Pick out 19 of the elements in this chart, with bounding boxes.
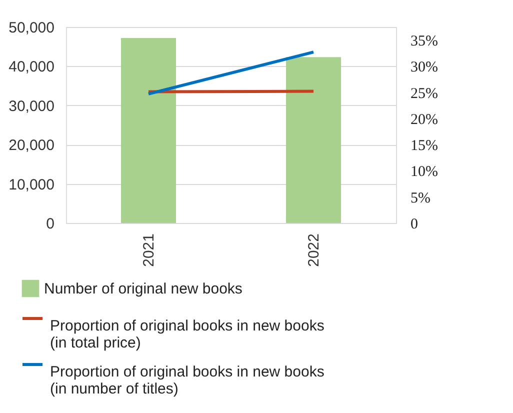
legend-label: Proportion of original books in new books (in number of titles) [50,364,324,398]
y2-tick-label: 30% [410,60,438,76]
x-tick-label: 2021 [140,234,158,267]
y2-tick-label: 25% [410,86,438,102]
y-tick-label: 50,000 [8,20,54,36]
y-tick-label: 40,000 [8,58,54,76]
y2-tick-label: 0 [410,216,418,232]
legend-label: Number of original new books [44,280,242,298]
legend-label: Proportion of original books in new books (in total price) [50,318,324,352]
y-tick-label: 10,000 [8,176,54,194]
y2-tick-label: 20% [410,112,438,128]
y-tick-label: 30,000 [8,98,54,115]
y2-tick-label: 5% [410,190,430,206]
y2-tick-label: 35% [410,34,438,50]
y2-tick-label: 10% [410,164,438,180]
y2-tick-label: 15% [410,138,438,154]
y-tick-label: 20,000 [8,137,54,154]
x-tick-label: 2022 [306,234,322,267]
y-tick-label: 0 [46,216,54,232]
